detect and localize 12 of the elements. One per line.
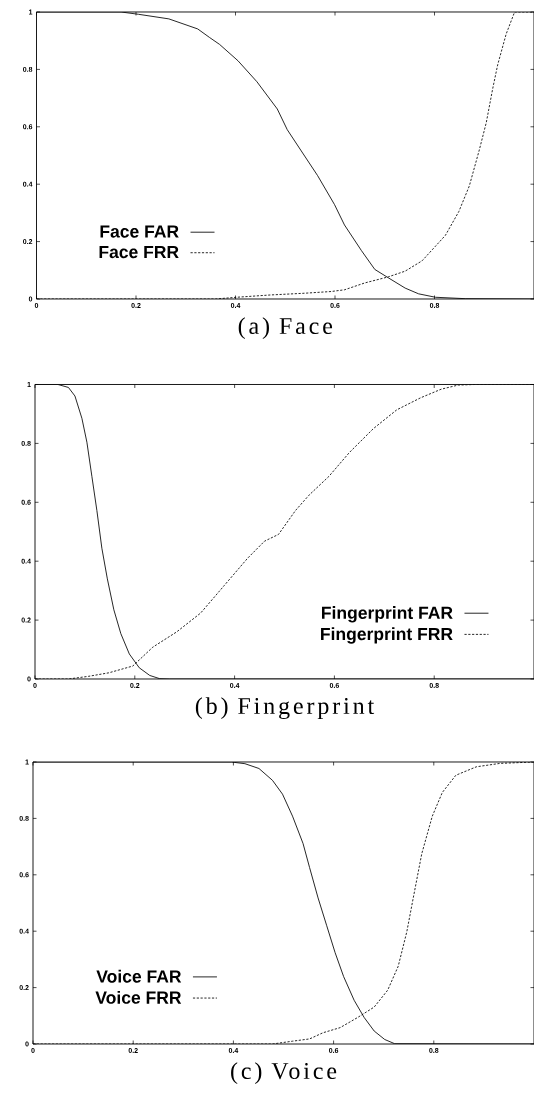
legend-label: Fingerprint FAR (322, 606, 453, 623)
line-series (35, 384, 534, 679)
text: (a) Face (238, 317, 333, 339)
legend-label: Voice FRR (95, 990, 182, 1004)
line-series (33, 762, 534, 1044)
line-series (36, 11, 534, 299)
legend-label: Fingerprint FRR (321, 627, 453, 644)
legend-label: Voice FAR (96, 969, 182, 983)
legend-label: Face FRR (99, 245, 179, 259)
legend-label: Face FAR (100, 225, 179, 238)
text: (b) Fingerprint (195, 697, 375, 720)
text: (c) Voice (231, 1062, 337, 1084)
